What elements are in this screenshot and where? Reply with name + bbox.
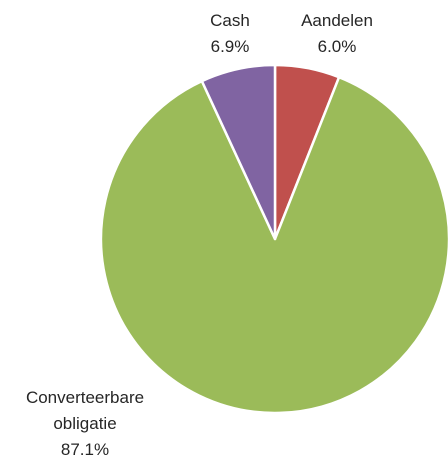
slice-value: 6.0% bbox=[317, 37, 357, 56]
pie-slice bbox=[200, 63, 277, 241]
slice-label: Cash 6.9% bbox=[190, 8, 270, 60]
slice-label: Converteerbare obligatie 87.1% bbox=[10, 385, 160, 463]
slice-name: Cash bbox=[210, 11, 250, 30]
slice-value: 87.1% bbox=[60, 440, 110, 459]
pie-slice bbox=[99, 75, 448, 415]
slice-name: Converteerbare obligatie bbox=[25, 388, 145, 433]
slice-name: Aandelen bbox=[301, 11, 373, 30]
slice-value: 6.9% bbox=[210, 37, 250, 56]
slice-label: Aandelen 6.0% bbox=[277, 8, 397, 60]
